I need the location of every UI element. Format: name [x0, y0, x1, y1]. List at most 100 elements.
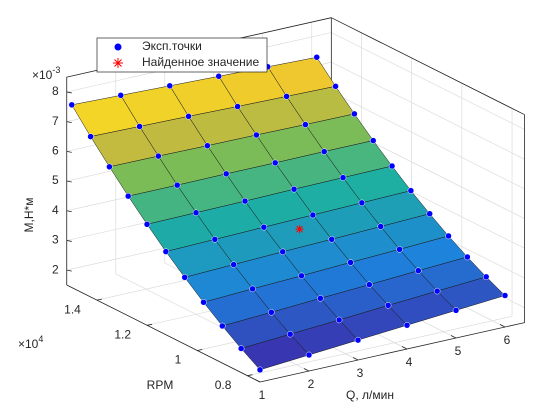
tick-mark — [450, 335, 457, 339]
legend-label: Найденное значение — [142, 55, 259, 69]
grid-line — [247, 315, 513, 377]
exp-point — [253, 131, 260, 139]
axis-labels: Q, л/мин RPM M,Н*м ×10-3 ×104 — [18, 65, 394, 402]
exp-point — [354, 336, 362, 344]
exp-point — [286, 330, 294, 338]
x-tick-label: 6 — [504, 333, 511, 347]
exp-point — [347, 259, 354, 266]
tick-mark — [66, 91, 72, 94]
exp-point — [351, 110, 358, 118]
z-tick-label: 4 — [52, 203, 59, 217]
exp-point — [366, 281, 373, 288]
z-tick-label: 2 — [52, 262, 59, 276]
z-exponent: ×10-3 — [32, 65, 60, 82]
exp-point — [271, 159, 279, 167]
y-exponent: ×104 — [18, 334, 43, 351]
axis-line — [331, 17, 525, 116]
exp-point — [136, 123, 143, 130]
z-axis-label: M,Н*м — [22, 198, 36, 233]
tick-mark — [254, 379, 261, 383]
exp-point — [173, 181, 181, 189]
y-exponent-base: ×10 — [18, 337, 39, 351]
exp-point — [339, 174, 347, 181]
tick-mark — [66, 121, 72, 124]
tick-mark — [96, 298, 102, 301]
tick-mark — [66, 269, 72, 272]
exp-point — [200, 299, 207, 306]
exp-point — [143, 221, 151, 228]
exp-point — [407, 187, 415, 194]
exp-point — [166, 82, 173, 90]
exp-point — [501, 292, 509, 299]
exp-point — [335, 316, 343, 324]
exp-point — [162, 248, 170, 255]
tick-mark — [66, 180, 72, 183]
x-tick-label: 5 — [455, 344, 462, 358]
exp-point — [415, 267, 422, 274]
exp-point — [426, 210, 433, 218]
exp-point — [181, 274, 188, 281]
z-tick-label: 8 — [52, 84, 59, 98]
z-tick-label: 5 — [52, 173, 59, 187]
exp-point — [117, 92, 124, 99]
legend-label: Эксп.точки — [142, 39, 202, 53]
exp-point — [241, 197, 249, 205]
x-tick-label: 3 — [357, 366, 364, 380]
y-exponent-power: 4 — [38, 334, 43, 344]
grid-line — [331, 91, 525, 190]
tick-mark — [401, 346, 408, 350]
z-tick-label: 7 — [52, 114, 59, 128]
tick-mark — [66, 240, 72, 242]
exp-point — [192, 209, 200, 216]
exp-point — [309, 211, 317, 219]
exp-point — [279, 248, 286, 256]
y-axis-label: RPM — [147, 378, 174, 392]
exp-point — [403, 321, 411, 329]
exp-point — [313, 54, 320, 61]
legend-symbol — [113, 58, 123, 68]
exp-point — [388, 162, 396, 170]
y-tick-label: 0.8 — [215, 378, 232, 392]
z-tick-label: 6 — [52, 144, 59, 158]
exp-point — [396, 246, 403, 253]
y-tick-label: 1.2 — [114, 327, 131, 341]
exp-point — [124, 192, 132, 200]
exp-point — [328, 236, 335, 243]
exp-point — [222, 170, 230, 178]
tick-mark — [66, 150, 72, 153]
exp-point — [305, 351, 313, 359]
legend-symbol — [114, 43, 122, 51]
tick-mark — [247, 374, 253, 377]
exp-point — [204, 142, 211, 149]
tick-mark — [303, 368, 310, 372]
exp-point — [320, 148, 328, 155]
y-tick-label: 1.4 — [64, 302, 81, 316]
axis-line — [259, 322, 525, 383]
exp-point — [106, 163, 113, 171]
tick-mark — [66, 210, 72, 213]
x-tick-label: 2 — [308, 377, 315, 391]
found-point — [295, 225, 304, 234]
exp-point — [302, 121, 309, 128]
exp-point — [219, 322, 226, 330]
exp-point — [68, 101, 75, 109]
x-tick-label: 1 — [259, 388, 266, 402]
y-tick-label: 1 — [175, 353, 182, 367]
exp-point — [256, 366, 264, 374]
exp-point — [185, 113, 192, 120]
exp-point — [237, 345, 245, 352]
exp-point — [290, 185, 298, 193]
exp-point — [332, 83, 339, 90]
exp-point — [260, 223, 268, 231]
exp-point — [358, 199, 366, 207]
z-tick-label: 3 — [52, 233, 59, 247]
exp-point — [283, 93, 290, 100]
exp-point — [234, 103, 241, 110]
exp-point — [317, 295, 324, 302]
exp-point — [230, 261, 237, 268]
exp-point — [215, 73, 222, 80]
z-exponent-power: -3 — [52, 65, 60, 75]
exp-point — [482, 273, 490, 281]
exp-point — [155, 152, 162, 160]
